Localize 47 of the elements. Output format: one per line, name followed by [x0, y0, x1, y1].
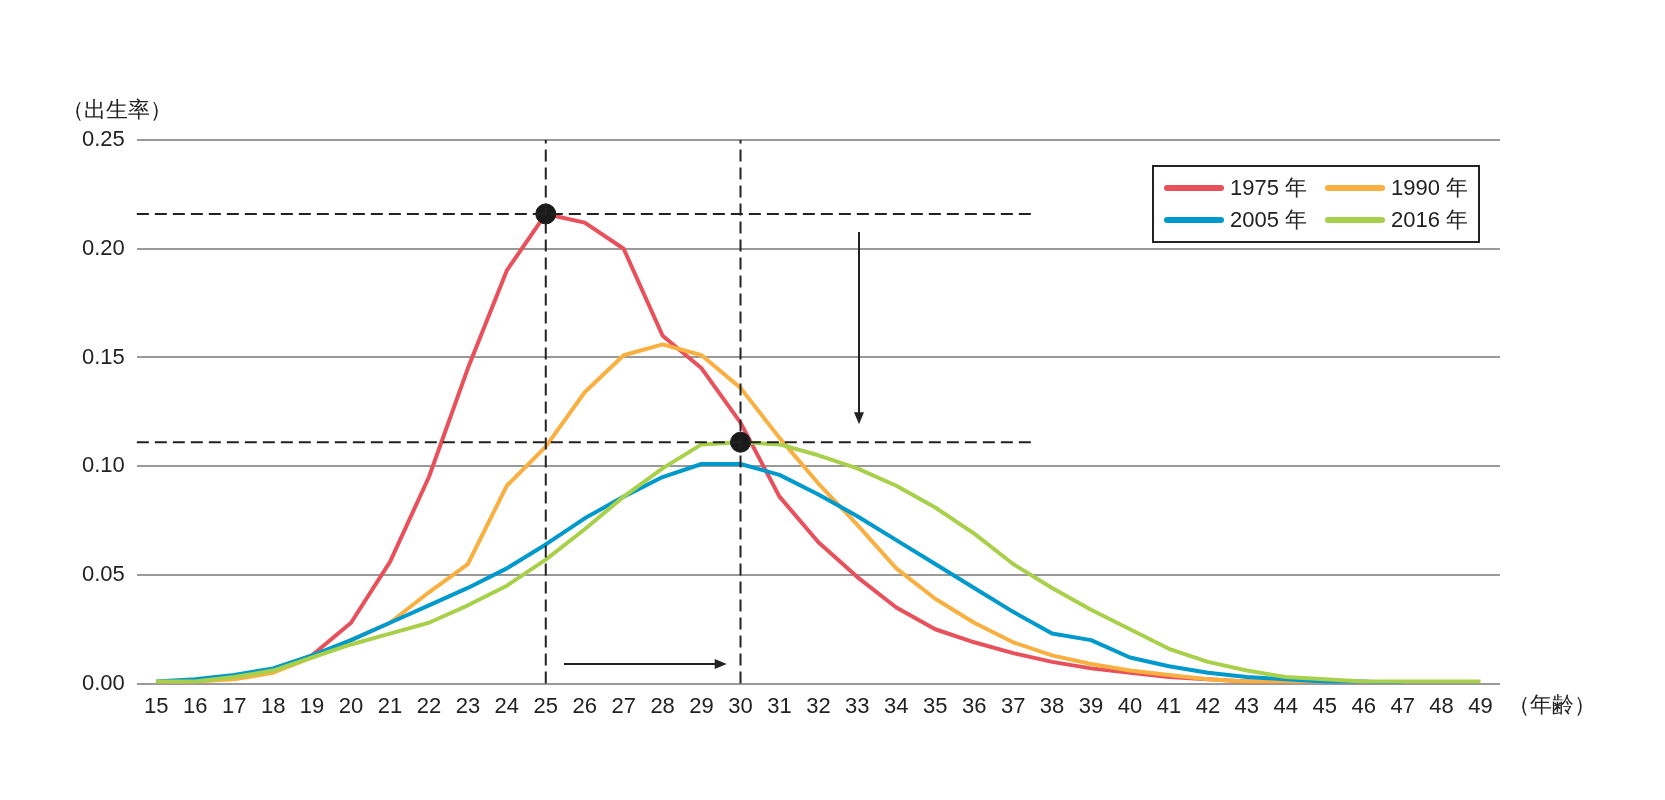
- x-tick-label: 35: [923, 692, 948, 718]
- y-tick-label: 0.25: [81, 126, 125, 152]
- x-tick-label: 47: [1390, 692, 1415, 718]
- x-tick-label: 18: [260, 692, 286, 718]
- legend-label: 2005 年: [1230, 206, 1308, 234]
- x-tick-label: 46: [1351, 692, 1376, 718]
- x-tick-label: 23: [455, 692, 481, 718]
- x-tick-label: 19: [299, 692, 325, 718]
- x-tick-label: 33: [845, 692, 870, 718]
- x-tick-label: 17: [221, 692, 247, 718]
- y-tick-label: 0.15: [81, 343, 125, 369]
- x-tick-label: 36: [961, 692, 987, 718]
- y-tick-label: 0.05: [81, 560, 125, 586]
- x-tick-label: 44: [1273, 692, 1299, 718]
- x-tick-label: 48: [1429, 692, 1454, 718]
- x-tick-label: 49: [1468, 692, 1493, 718]
- x-tick-label: 15: [144, 692, 169, 718]
- x-tick-label: 21: [377, 692, 403, 718]
- x-tick-label: 40: [1117, 692, 1143, 718]
- x-tick-label: 37: [1000, 692, 1026, 718]
- legend-label: 1990 年: [1391, 174, 1469, 202]
- x-tick-label: 43: [1234, 692, 1260, 718]
- x-tick-label: 28: [650, 692, 675, 718]
- x-tick-label: 34: [884, 692, 909, 718]
- x-tick-label: 22: [416, 692, 442, 718]
- x-tick-label: 45: [1312, 692, 1337, 718]
- x-tick-label: 25: [533, 692, 559, 718]
- x-axis-title: （年齢）: [1508, 692, 1596, 718]
- x-tick-label: 32: [806, 692, 831, 718]
- x-tick-label: 31: [767, 692, 792, 718]
- x-tick-label: 16: [183, 692, 208, 718]
- x-tick-label: 29: [689, 692, 714, 718]
- x-tick-label: 26: [572, 692, 597, 718]
- y-tick-label: 0.20: [81, 234, 125, 260]
- x-tick-label: 42: [1195, 692, 1221, 718]
- x-tick-label: 24: [494, 692, 520, 718]
- x-tick-label: 20: [338, 692, 364, 718]
- legend-label: 2016 年: [1391, 206, 1469, 234]
- x-tick-label: 27: [611, 692, 636, 718]
- x-tick-label: 41: [1156, 692, 1182, 718]
- x-tick-label: 30: [728, 692, 753, 718]
- y-tick-label: 0.00: [81, 669, 125, 695]
- legend-label: 1975 年: [1230, 174, 1308, 202]
- y-tick-label: 0.10: [81, 452, 125, 478]
- x-tick-label: 39: [1078, 692, 1104, 718]
- x-tick-label: 38: [1039, 692, 1065, 718]
- y-axis-title: （出生率）: [61, 96, 172, 122]
